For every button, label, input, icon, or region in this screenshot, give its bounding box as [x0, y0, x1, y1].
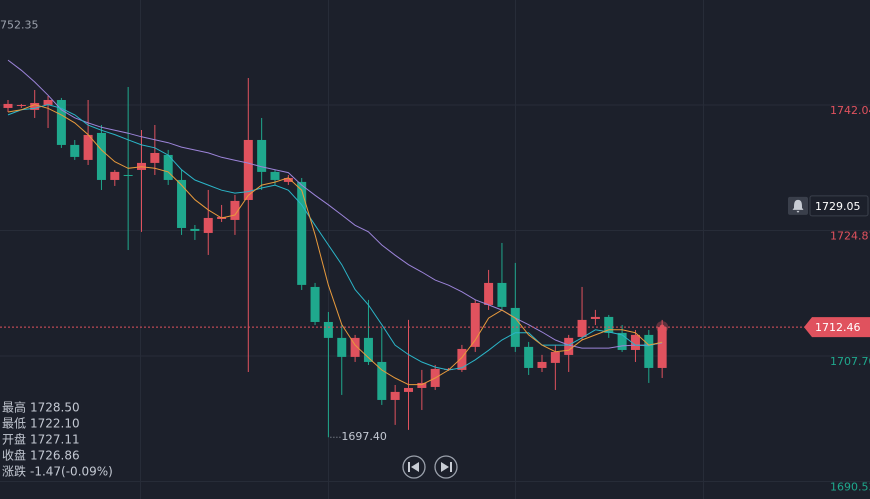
- candle-body: [243, 139, 253, 200]
- info-label: 收盘: [2, 448, 26, 463]
- candle-body: [537, 361, 547, 368]
- candle-body: [630, 334, 640, 350]
- candle-body: [470, 302, 480, 347]
- candle-body: [16, 104, 26, 106]
- candle-body: [3, 103, 13, 108]
- candle-body: [577, 319, 587, 337]
- candle-body: [43, 99, 53, 105]
- alert-price-box: [809, 195, 869, 217]
- alert-price-label: 1729.05: [815, 200, 861, 213]
- candle-body: [550, 351, 560, 363]
- y-tick-label: 1724.87: [830, 229, 870, 242]
- candle-body: [617, 332, 627, 350]
- candle-body: [123, 174, 133, 176]
- candle-body: [110, 171, 120, 180]
- candle-body: [390, 391, 400, 400]
- candle-body: [270, 171, 280, 180]
- candle-body: [457, 348, 467, 370]
- candle-body: [96, 132, 106, 180]
- candle-body: [297, 181, 307, 285]
- candle-body: [323, 321, 333, 338]
- candle-body: [657, 327, 667, 368]
- candle-body: [30, 102, 40, 110]
- candle-body: [350, 337, 360, 357]
- info-value: 1722.10: [30, 417, 80, 431]
- candle-body: [83, 134, 93, 160]
- info-label: 涨跌: [2, 464, 26, 479]
- y-tick-label: 1690.53: [830, 480, 870, 493]
- candle-body: [363, 337, 373, 362]
- candle-body: [404, 387, 413, 392]
- info-value: 1727.11: [30, 433, 80, 447]
- candle-body: [190, 228, 200, 231]
- last-price-dot: [659, 324, 665, 330]
- left-axis-label: 752.35: [0, 19, 39, 32]
- candle-body: [257, 139, 267, 172]
- info-label: 开盘: [2, 432, 26, 447]
- candle-body: [56, 99, 66, 145]
- plot: 1742.04 1724.87 1707.70 1690.53 752.35 1697.4…: [0, 19, 870, 493]
- info-value: 1726.86: [30, 449, 80, 463]
- candle-body: [310, 286, 320, 322]
- candle-body: [510, 307, 520, 347]
- info-label: 最高: [2, 400, 26, 415]
- info-label: 最低: [2, 417, 26, 431]
- low-label: 1697.40: [341, 430, 387, 443]
- candle-body: [484, 282, 494, 305]
- candle-body: [70, 144, 80, 157]
- candle-body: [163, 154, 173, 180]
- candle-body: [497, 282, 507, 307]
- ma-line: [7, 59, 663, 349]
- candle-body: [177, 179, 187, 228]
- candle-body: [524, 346, 534, 368]
- y-tick-label: 1742.04: [830, 104, 870, 117]
- ma-line: [7, 104, 663, 386]
- candle-body: [564, 337, 574, 355]
- candle-body: [230, 200, 240, 220]
- replay-controls: [402, 455, 458, 479]
- candle-body: [337, 337, 347, 357]
- last-price-tag: [804, 317, 870, 338]
- candle-body: [203, 217, 213, 233]
- bell-icon: [792, 199, 804, 213]
- candle-body: [590, 316, 600, 319]
- candle-body: [377, 361, 387, 400]
- next-button[interactable]: [434, 455, 458, 479]
- y-tick-label: 1707.70: [830, 355, 870, 368]
- ma-line: [7, 104, 663, 371]
- info-value: -1.47(-0.09%): [30, 465, 113, 479]
- candle-body: [150, 152, 160, 163]
- candle-body: [644, 334, 654, 368]
- last-price-label: 1712.46: [815, 321, 861, 334]
- info-value: 1728.50: [30, 401, 80, 415]
- candle-body: [417, 382, 427, 388]
- candle-body: [604, 316, 614, 333]
- prev-button[interactable]: [402, 455, 426, 479]
- candle-body: [283, 177, 293, 182]
